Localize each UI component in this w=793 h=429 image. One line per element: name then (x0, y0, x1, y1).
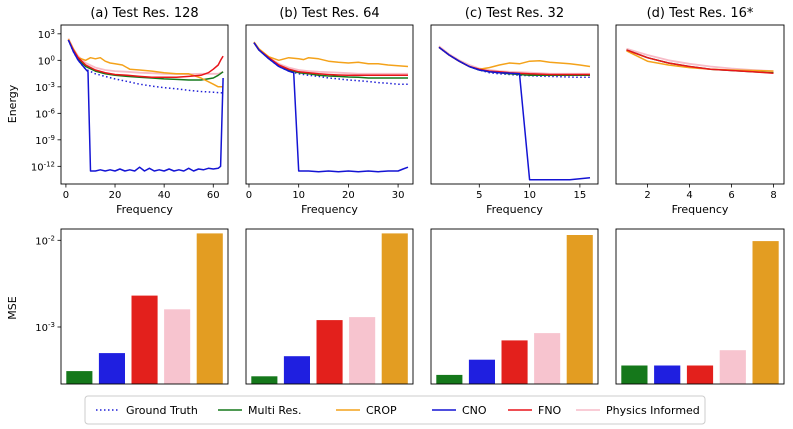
legend-label: CROP (366, 404, 397, 417)
bar-fno (131, 295, 158, 384)
y-tick-label: 10-2 (35, 234, 55, 247)
series-line-physics-informed (438, 45, 590, 75)
mse-panel-c-mse (430, 228, 599, 385)
y-tick-label: 10-3 (35, 81, 55, 94)
bar-physics-informed (164, 309, 191, 384)
x-tick-label: 60 (207, 190, 220, 201)
panel-title: (c) Test Res. 32 (465, 6, 564, 21)
bar-cno (283, 356, 310, 384)
energy-panel-c-energy: (c) Test Res. 32 5 10 15 Frequency (430, 6, 599, 216)
axes-frame (430, 228, 599, 385)
energy-panel-d-energy: (d) Test Res. 16* 2 4 6 8 Frequency (615, 6, 785, 216)
bar-cno (98, 353, 125, 384)
x-axis-label: Frequency (486, 203, 543, 216)
x-tick-label: 0 (246, 190, 252, 201)
series-line-cno (253, 42, 409, 173)
legend-label: Multi Res. (248, 404, 302, 417)
bar-fno (316, 320, 343, 384)
series-line-crop (67, 38, 224, 88)
legend-label: Ground Truth (126, 404, 198, 417)
bar-physics-informed (719, 350, 746, 384)
y-tick-label: 10-9 (35, 134, 55, 147)
bar-multi-res- (66, 371, 93, 384)
mse-panel-d-mse (615, 228, 785, 385)
mse-panel-a-mse: 10-3 10-2 (35, 228, 229, 385)
x-tick-label: 0 (63, 190, 69, 201)
x-tick-label: 30 (392, 190, 405, 201)
series-line-cno (438, 46, 591, 181)
x-axis-label: Frequency (116, 203, 173, 216)
axes-frame (245, 228, 414, 385)
series-line-physics-informed (253, 42, 408, 75)
energy-axis-label: Energy (6, 84, 19, 123)
bar-cno (654, 365, 681, 384)
x-tick-label: 5 (476, 190, 482, 201)
x-tick-label: 10 (292, 190, 305, 201)
legend-label: FNO (538, 404, 562, 417)
series-line-cno (67, 39, 224, 172)
bar-multi-res- (251, 376, 278, 384)
series-line-fno (67, 39, 224, 79)
bar-crop (381, 233, 408, 384)
bar-fno (686, 365, 714, 384)
panel-title: (a) Test Res. 128 (90, 6, 198, 21)
x-tick-label: 20 (342, 190, 355, 201)
mse-panel-b-mse (245, 228, 414, 385)
y-tick-label: 103 (38, 28, 55, 41)
series-line-crop (438, 46, 591, 70)
series-line-fno (253, 42, 408, 77)
bar-fno (501, 340, 528, 384)
series-line-ground-truth (438, 46, 590, 79)
x-tick-label: 15 (574, 190, 587, 201)
series-line-fno (626, 49, 774, 74)
x-tick-label: 10 (523, 190, 536, 201)
x-tick-label: 6 (728, 190, 734, 201)
energy-panel-b-energy: (b) Test Res. 64 0 10 20 30 Frequency (245, 6, 414, 216)
bar-crop (566, 235, 593, 384)
axes-frame (615, 24, 785, 185)
bar-crop (196, 233, 223, 384)
x-axis-label: Frequency (672, 203, 729, 216)
x-tick-label: 40 (158, 190, 171, 201)
bar-crop (752, 241, 779, 384)
bar-physics-informed (349, 317, 376, 384)
y-tick-label: 100 (38, 54, 55, 67)
x-tick-label: 4 (686, 190, 692, 201)
axes-frame (245, 24, 414, 185)
legend-label: CNO (462, 404, 487, 417)
y-tick-label: 10-3 (35, 321, 55, 334)
x-axis-label: Frequency (301, 203, 358, 216)
bar-physics-informed (534, 333, 561, 384)
panel-title: (d) Test Res. 16* (647, 6, 754, 21)
x-tick-label: 8 (770, 190, 776, 201)
mse-axis-label: MSE (6, 296, 19, 319)
legend: Ground Truth Multi Res. CROP CNO FNO Physics … (84, 395, 706, 425)
bar-multi-res- (621, 365, 648, 384)
bar-cno (468, 359, 495, 384)
bar-multi-res- (436, 374, 463, 384)
legend-label: Physics Informed (606, 404, 700, 417)
x-tick-label: 20 (109, 190, 122, 201)
panel-title: (b) Test Res. 64 (279, 6, 379, 21)
axes-frame (430, 24, 599, 185)
y-tick-label: 10-6 (35, 107, 55, 120)
axes-frame (60, 228, 229, 385)
energy-panel-a-energy: (a) Test Res. 128 0 20 40 60 Frequency 103 100 1… (31, 6, 229, 216)
y-tick-label: 10-12 (31, 160, 55, 173)
x-tick-label: 2 (644, 190, 650, 201)
legend-frame (84, 395, 706, 425)
axes-frame (615, 228, 785, 385)
series-line-crop (253, 41, 409, 68)
axes-frame (60, 24, 229, 185)
